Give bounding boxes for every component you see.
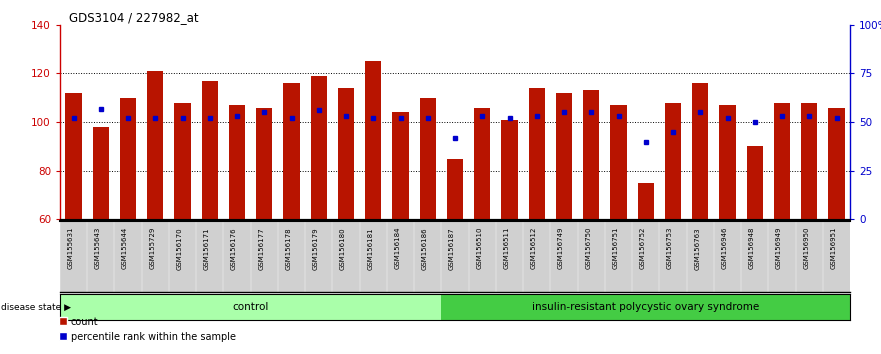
Bar xyxy=(774,103,790,219)
Bar xyxy=(337,88,354,219)
Text: GSM156170: GSM156170 xyxy=(176,227,182,269)
Text: GSM156178: GSM156178 xyxy=(285,227,292,269)
Bar xyxy=(256,108,272,219)
Legend: count, percentile rank within the sample: count, percentile rank within the sample xyxy=(56,313,240,346)
Text: GSM156177: GSM156177 xyxy=(258,227,264,269)
Bar xyxy=(441,294,850,320)
Text: control: control xyxy=(233,302,269,312)
Text: GSM156751: GSM156751 xyxy=(612,227,618,269)
Bar xyxy=(583,91,599,219)
Text: GSM156948: GSM156948 xyxy=(749,227,755,269)
Bar xyxy=(229,105,245,219)
Text: GSM156750: GSM156750 xyxy=(585,227,591,269)
Bar xyxy=(93,127,109,219)
Text: GSM155643: GSM155643 xyxy=(95,227,100,269)
Text: GSM156180: GSM156180 xyxy=(340,227,346,269)
Text: GSM156179: GSM156179 xyxy=(313,227,319,269)
Text: GSM156510: GSM156510 xyxy=(477,227,482,269)
Bar xyxy=(311,76,327,219)
Bar xyxy=(611,105,626,219)
Text: GSM156950: GSM156950 xyxy=(803,227,810,269)
Text: GSM156186: GSM156186 xyxy=(422,227,428,269)
Text: GSM156749: GSM156749 xyxy=(558,227,564,269)
Text: GSM156187: GSM156187 xyxy=(449,227,455,269)
Text: GSM155729: GSM155729 xyxy=(149,227,155,269)
Text: GSM156171: GSM156171 xyxy=(204,227,210,269)
Bar xyxy=(529,88,545,219)
Bar xyxy=(665,103,681,219)
Text: GSM156512: GSM156512 xyxy=(530,227,537,269)
Bar xyxy=(720,105,736,219)
Bar xyxy=(419,98,436,219)
Text: GSM156753: GSM156753 xyxy=(667,227,673,269)
Bar xyxy=(474,108,491,219)
Bar xyxy=(801,103,818,219)
Text: GSM156946: GSM156946 xyxy=(722,227,728,269)
Bar xyxy=(120,98,137,219)
Bar xyxy=(746,147,763,219)
Text: GSM156763: GSM156763 xyxy=(694,227,700,269)
Text: GSM155644: GSM155644 xyxy=(122,227,128,269)
Text: GSM156951: GSM156951 xyxy=(831,227,837,269)
Bar xyxy=(392,113,409,219)
Bar xyxy=(65,93,82,219)
Text: GDS3104 / 227982_at: GDS3104 / 227982_at xyxy=(69,11,198,24)
Bar xyxy=(692,83,708,219)
Bar xyxy=(501,120,518,219)
Bar xyxy=(365,61,381,219)
Text: disease state ▶: disease state ▶ xyxy=(1,303,70,312)
Bar xyxy=(60,294,441,320)
Text: GSM155631: GSM155631 xyxy=(68,227,73,269)
Text: GSM156184: GSM156184 xyxy=(395,227,401,269)
Bar xyxy=(828,108,845,219)
Bar xyxy=(638,183,654,219)
Text: insulin-resistant polycystic ovary syndrome: insulin-resistant polycystic ovary syndr… xyxy=(532,302,759,312)
Text: GSM156752: GSM156752 xyxy=(640,227,646,269)
Text: GSM156511: GSM156511 xyxy=(504,227,509,269)
Bar xyxy=(202,81,218,219)
Bar xyxy=(147,71,164,219)
Bar xyxy=(284,83,300,219)
Text: GSM156176: GSM156176 xyxy=(231,227,237,269)
Text: GSM156181: GSM156181 xyxy=(367,227,374,269)
Bar xyxy=(447,159,463,219)
Text: GSM156949: GSM156949 xyxy=(776,227,782,269)
Bar xyxy=(174,103,190,219)
Bar xyxy=(556,93,573,219)
